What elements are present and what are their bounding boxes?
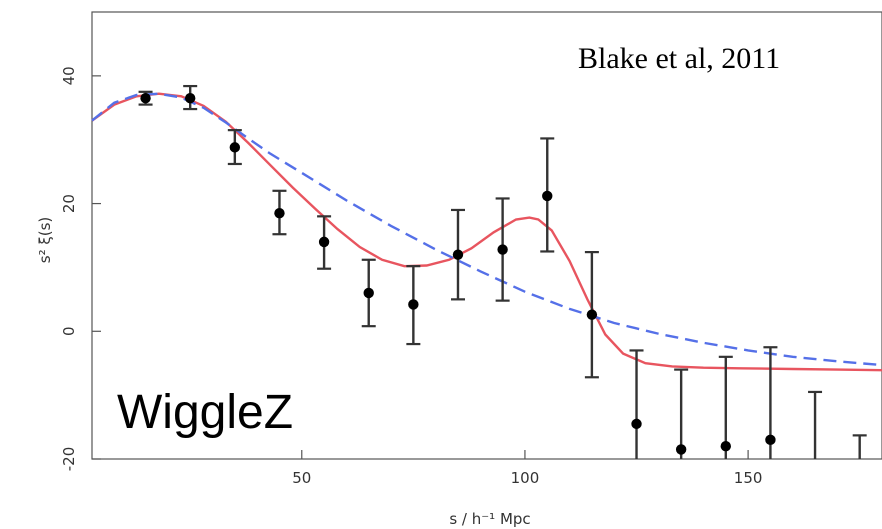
y-tick-label: 0: [60, 327, 78, 337]
data-point: [587, 309, 597, 319]
data-point: [721, 441, 731, 451]
data-point: [453, 249, 463, 259]
model-curve-dashed: [92, 94, 882, 365]
data-point: [676, 444, 686, 454]
y-tick-label: 20: [60, 194, 78, 213]
data-point: [542, 191, 552, 201]
survey-label: WiggleZ: [117, 386, 293, 439]
data-point: [185, 93, 195, 103]
x-axis-title: s / h⁻¹ Mpc: [449, 510, 530, 528]
data-point: [319, 237, 329, 247]
credit-annotation: Blake et al, 2011: [578, 42, 780, 75]
data-point: [274, 208, 284, 218]
model-curve-solid: [92, 94, 882, 371]
y-tick-label: 40: [60, 66, 78, 85]
data-point: [497, 244, 507, 254]
data-point: [140, 93, 150, 103]
y-axis-title: s² ξ(s): [36, 217, 54, 263]
y-tick-label: -20: [60, 447, 78, 472]
x-tick-label: 150: [734, 469, 763, 487]
data-point: [765, 435, 775, 445]
model-curves: [92, 94, 882, 371]
data-point: [408, 299, 418, 309]
data-point: [631, 419, 641, 429]
data-point: [364, 288, 374, 298]
x-tick-label: 100: [511, 469, 540, 487]
data-point: [230, 142, 240, 152]
x-tick-label: 50: [292, 469, 311, 487]
